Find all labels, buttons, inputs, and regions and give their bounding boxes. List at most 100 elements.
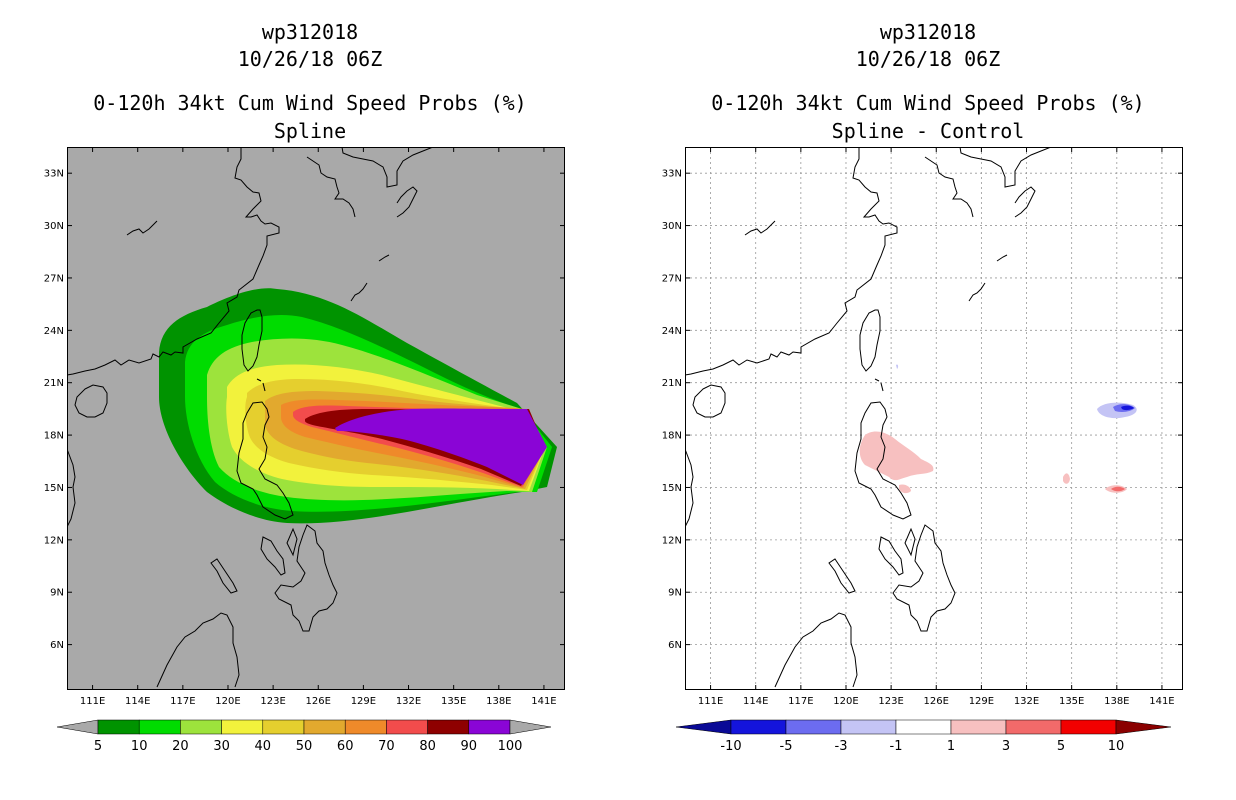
right-title-method: Spline - Control [832, 119, 1025, 143]
lat-label-27N: 27N [44, 273, 64, 284]
left-colorbar-label-20: 20 [172, 739, 189, 754]
left-colorbar-box-5 [303, 719, 346, 735]
lon-label-135E: 135E [1059, 696, 1084, 707]
lat-label-24N: 24N [662, 326, 682, 337]
right-axis-ticks [685, 147, 1183, 690]
lat-label-30N: 30N [44, 221, 64, 232]
right-colorbar-label-5: 5 [1057, 739, 1065, 754]
left-axis-ticks [67, 147, 565, 690]
right-panel: wp312018 10/26/18 06Z 0-120h 34kt Cum Wi… [662, 20, 1183, 754]
right-colorbar-box-5 [1005, 719, 1062, 735]
lon-label-138E: 138E [486, 696, 511, 707]
left-lat-labels: 33N 30N 27N 24N 21N 18N 15N 12N 9N 6N [44, 169, 64, 651]
right-colorbar-boxes [730, 719, 1117, 735]
lon-label-123E: 123E [878, 696, 903, 707]
left-panel: wp312018 10/26/18 06Z 0-120h 34kt Cum Wi… [44, 20, 565, 754]
lat-label-15N: 15N [44, 483, 64, 494]
contour-90 [335, 408, 547, 485]
lat-label-12N: 12N [44, 535, 64, 546]
left-title-product: 0-120h 34kt Cum Wind Speed Probs (%) [93, 91, 526, 115]
right-gridlines [685, 147, 1183, 690]
lon-label-117E: 117E [170, 696, 195, 707]
left-colorbar-label-5: 5 [94, 739, 102, 754]
left-title-storm: wp312018 [262, 20, 358, 44]
right-colorbar-box-0 [730, 719, 787, 735]
left-colorbar-label-40: 40 [255, 739, 272, 754]
right-title-date: 10/26/18 06Z [856, 47, 1001, 71]
lat-label-9N: 9N [668, 588, 682, 599]
lon-label-141E: 141E [1149, 696, 1174, 707]
right-colorbar-label--10: -10 [720, 739, 741, 754]
lon-label-132E: 132E [1014, 696, 1039, 707]
lat-label-15N: 15N [662, 483, 682, 494]
lat-label-27N: 27N [662, 273, 682, 284]
right-colorbar-label-1: 1 [947, 739, 955, 754]
right-colorbar: -10 -5 -3 -1 1 3 5 10 [675, 719, 1172, 754]
positive-diff-small [899, 484, 911, 494]
left-colorbar-labels: 5 10 20 30 40 50 60 70 80 90 100 [94, 739, 523, 754]
left-colorbar-label-10: 10 [131, 739, 148, 754]
lat-label-24N: 24N [44, 326, 64, 337]
left-colorbar-box-3 [221, 719, 264, 735]
right-colorbar-box-1 [785, 719, 842, 735]
left-colorbar-label-90: 90 [461, 739, 478, 754]
lat-label-33N: 33N [662, 169, 682, 180]
left-colorbar-box-1 [138, 719, 181, 735]
lat-label-18N: 18N [44, 431, 64, 442]
right-lat-labels: 33N 30N 27N 24N 21N 18N 15N 12N 9N 6N [662, 169, 682, 651]
left-lon-labels: 111E 114E 117E 120E 123E 126E 129E 132E 135E 138E… [80, 696, 557, 707]
right-colorbar-box-3 [895, 719, 952, 735]
lat-label-21N: 21N [44, 378, 64, 389]
left-colorbar-box-9 [468, 719, 511, 735]
left-colorbar-label-70: 70 [378, 739, 395, 754]
left-colorbar-box-2 [180, 719, 222, 735]
right-map-frame [685, 147, 1183, 690]
left-colorbar-box-0 [97, 719, 140, 735]
right-title-product: 0-120h 34kt Cum Wind Speed Probs (%) [711, 91, 1144, 115]
lat-label-6N: 6N [50, 640, 64, 651]
lat-label-30N: 30N [662, 221, 682, 232]
right-lon-labels: 111E 114E 117E 120E 123E 126E 129E 132E 135E 138E… [698, 696, 1175, 707]
left-colorbar-low-arrow [56, 719, 99, 735]
negative-diff-speck [896, 364, 899, 369]
left-colorbar-high-arrow [509, 719, 552, 735]
right-colorbar-labels: -10 -5 -3 -1 1 3 5 10 [720, 739, 1124, 754]
right-colorbar-box-6 [1060, 719, 1117, 735]
probability-contours [159, 288, 557, 524]
lon-label-111E: 111E [80, 696, 105, 707]
right-colorbar-label-10: 10 [1108, 739, 1125, 754]
lon-label-135E: 135E [441, 696, 466, 707]
lon-label-129E: 129E [351, 696, 376, 707]
left-colorbar-label-80: 80 [419, 739, 436, 754]
right-colorbar-high-arrow [1115, 719, 1172, 735]
right-title-storm: wp312018 [880, 20, 976, 44]
right-colorbar-box-4 [950, 719, 1007, 735]
left-map-frame [67, 147, 565, 690]
lon-label-117E: 117E [788, 696, 813, 707]
lon-label-126E: 126E [306, 696, 331, 707]
negative-diff-core [1121, 405, 1134, 411]
left-colorbar-box-4 [262, 719, 305, 735]
lon-label-123E: 123E [260, 696, 285, 707]
lon-label-120E: 120E [833, 696, 858, 707]
left-colorbar-box-8 [427, 719, 470, 735]
lon-label-129E: 129E [969, 696, 994, 707]
left-colorbar-box-6 [344, 719, 387, 735]
lon-label-114E: 114E [743, 696, 768, 707]
lon-label-120E: 120E [215, 696, 240, 707]
left-colorbar-label-100: 100 [498, 739, 523, 754]
left-map [67, 147, 565, 690]
right-colorbar-label--5: -5 [780, 739, 793, 754]
left-title-date: 10/26/18 06Z [238, 47, 383, 71]
lat-label-21N: 21N [662, 378, 682, 389]
lon-label-132E: 132E [396, 696, 421, 707]
left-colorbar-boxes [97, 719, 511, 735]
lon-label-141E: 141E [531, 696, 556, 707]
right-map-background [685, 147, 1183, 690]
right-map [685, 147, 1183, 690]
left-colorbar: 5 10 20 30 40 50 60 70 80 90 100 [56, 719, 552, 754]
lat-label-9N: 9N [50, 588, 64, 599]
lat-label-6N: 6N [668, 640, 682, 651]
right-colorbar-box-2 [840, 719, 897, 735]
